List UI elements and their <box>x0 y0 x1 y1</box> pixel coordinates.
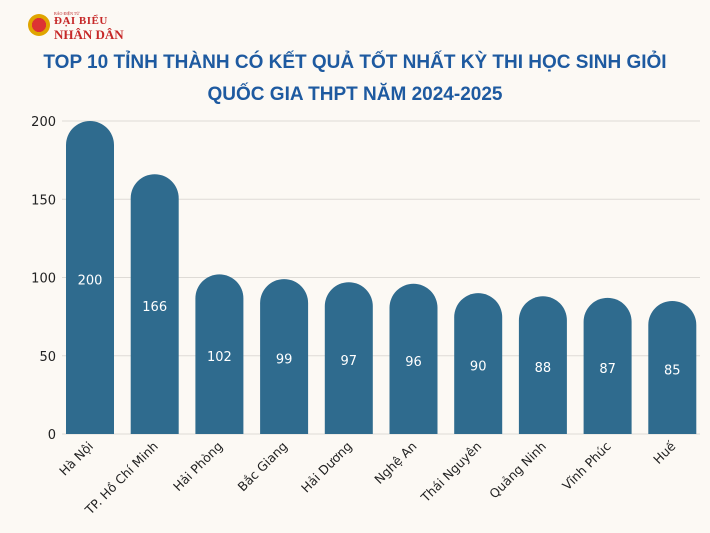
y-tick-label: 50 <box>39 350 56 365</box>
bar <box>130 174 179 434</box>
emblem-icon <box>28 14 50 36</box>
data-label: 99 <box>276 353 293 368</box>
x-tick-label: Bắc Giang <box>235 439 291 495</box>
x-tick-label: Hà Nội <box>56 439 96 479</box>
x-tick-label: Huế <box>650 438 679 467</box>
logo: BÁO ĐIỆN TỬ ĐẠI BIỂU NHÂN DÂN <box>26 10 126 42</box>
logo-small-text: BÁO ĐIỆN TỬ <box>54 11 80 16</box>
bar <box>260 279 309 434</box>
bar <box>66 121 114 434</box>
x-tick-label: Quảng Ninh <box>486 439 549 502</box>
x-tick-label: Thái Nguyên <box>417 439 484 506</box>
data-label: 200 <box>78 274 103 289</box>
bar <box>195 274 244 434</box>
y-tick-label: 100 <box>31 272 56 287</box>
logo-line2: NHÂN DÂN <box>54 27 124 42</box>
bar <box>324 282 373 434</box>
bar <box>389 283 438 434</box>
x-tick-label: Nghệ An <box>371 439 419 487</box>
x-tick-label: Hải Dương <box>298 439 355 496</box>
y-tick-label: 0 <box>48 428 56 443</box>
y-tick-label: 150 <box>31 193 56 208</box>
bar <box>583 297 632 434</box>
data-label: 85 <box>664 363 681 378</box>
x-tick-label: Hải Phòng <box>170 439 225 494</box>
chart-title-line1: TOP 10 TỈNH THÀNH CÓ KẾT QUẢ TỐT NHẤT KỲ… <box>43 52 667 73</box>
data-label: 97 <box>341 354 358 369</box>
x-tick-label: Vĩnh Phúc <box>559 438 614 493</box>
bar <box>648 300 697 434</box>
data-label: 90 <box>470 360 487 375</box>
bar <box>518 296 567 434</box>
y-tick-label: 200 <box>31 115 56 130</box>
data-label: 87 <box>599 362 616 377</box>
data-label: 102 <box>207 350 232 365</box>
logo-line1: ĐẠI BIỂU <box>54 15 108 27</box>
bar <box>454 293 503 434</box>
data-label: 166 <box>142 300 167 315</box>
data-label: 88 <box>535 361 552 376</box>
data-label: 96 <box>405 355 422 370</box>
chart-title-line2: QUỐC GIA THPT NĂM 2024-2025 <box>207 84 503 105</box>
